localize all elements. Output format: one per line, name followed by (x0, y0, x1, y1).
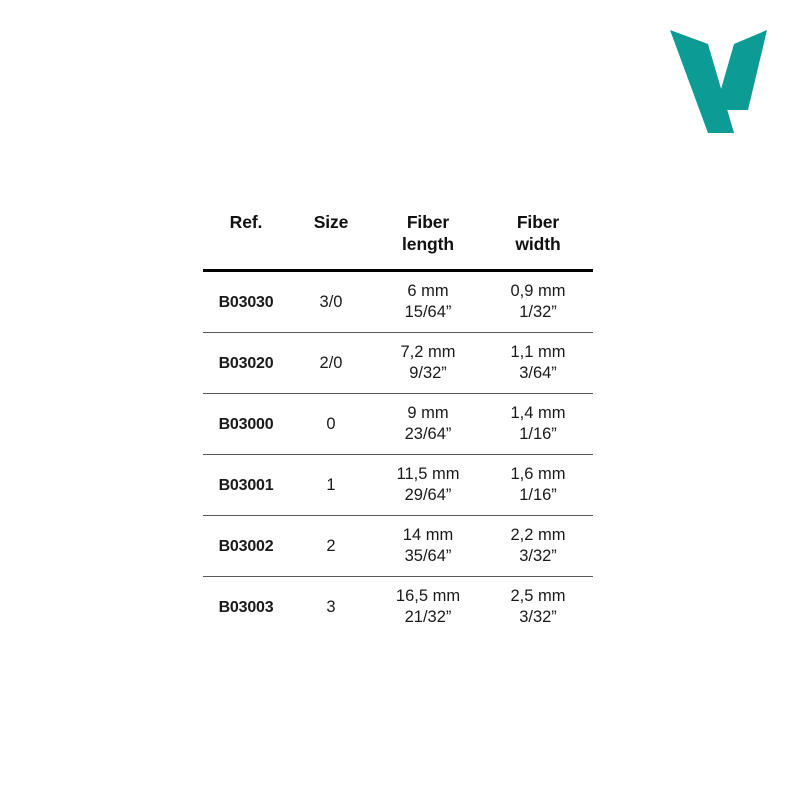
cell-fiber-length: 11,5 mm 29/64” (373, 455, 483, 516)
column-header-fiber-length-line1: Fiber (406, 212, 450, 232)
column-header-fiber-width-line1: Fiber (516, 212, 560, 232)
cell-fiber-length: 9 mm 23/64” (373, 394, 483, 455)
cell-fiber-width: 1,4 mm 1/16” (483, 394, 593, 455)
fiber-length-inch: 35/64” (404, 547, 452, 565)
column-header-fiber-width: Fiber width (483, 203, 593, 271)
fiber-width-mm: 1,6 mm (510, 465, 566, 483)
fiber-length-mm: 9 mm (407, 404, 449, 422)
cell-fiber-length: 16,5 mm 21/32” (373, 577, 483, 638)
cell-fiber-length: 6 mm 15/64” (373, 271, 483, 333)
cell-size: 0 (326, 414, 336, 433)
fiber-length-mm: 14 mm (402, 526, 454, 544)
column-header-ref: Ref. (203, 203, 289, 271)
cell-fiber-length: 7,2 mm 9/32” (373, 333, 483, 394)
logo-v-icon (670, 30, 767, 133)
column-header-size: Size (289, 203, 373, 271)
fiber-length-inch: 23/64” (404, 425, 452, 443)
column-header-ref-line1: Ref. (229, 212, 263, 232)
cell-fiber-width: 1,1 mm 3/64” (483, 333, 593, 394)
cell-fiber-width: 2,5 mm 3/32” (483, 577, 593, 638)
fiber-width-mm: 1,1 mm (510, 343, 566, 361)
fiber-width-mm: 2,2 mm (510, 526, 566, 544)
table-header: Ref. Size Fiber length Fiber width (203, 203, 593, 271)
brand-logo (664, 26, 776, 136)
fiber-length-mm: 11,5 mm (396, 465, 460, 483)
column-header-fiber-width-line2: width (515, 234, 561, 254)
table-row: B03030 3/0 6 mm 15/64” 0,9 mm 1/32” (203, 271, 593, 333)
logo-right-stroke (715, 30, 767, 110)
table-body: B03030 3/0 6 mm 15/64” 0,9 mm 1/32” B030… (203, 271, 593, 638)
fiber-spec-table-container: Ref. Size Fiber length Fiber width B0303… (203, 203, 593, 637)
table-row: B03003 3 16,5 mm 21/32” 2,5 mm 3/32” (203, 577, 593, 638)
fiber-length-inch: 15/64” (404, 303, 452, 321)
table-row: B03002 2 14 mm 35/64” 2,2 mm 3/32” (203, 516, 593, 577)
cell-ref: B03020 (218, 354, 274, 372)
fiber-width-inch: 3/32” (519, 547, 557, 565)
fiber-length-inch: 21/32” (404, 608, 452, 626)
fiber-width-inch: 1/32” (519, 303, 557, 321)
cell-fiber-width: 1,6 mm 1/16” (483, 455, 593, 516)
fiber-length-mm: 16,5 mm (395, 587, 461, 605)
cell-ref: B03001 (218, 476, 274, 494)
fiber-width-mm: 1,4 mm (510, 404, 566, 422)
column-header-fiber-length-line2: length (402, 234, 454, 254)
fiber-length-mm: 6 mm (407, 282, 449, 300)
column-header-size-line1: Size (313, 212, 349, 232)
fiber-length-inch: 29/64” (404, 486, 452, 504)
cell-ref: B03000 (218, 415, 274, 433)
cell-fiber-length: 14 mm 35/64” (373, 516, 483, 577)
fiber-length-mm: 7,2 mm (400, 343, 456, 361)
cell-fiber-width: 2,2 mm 3/32” (483, 516, 593, 577)
table-row: B03000 0 9 mm 23/64” 1,4 mm 1/16” (203, 394, 593, 455)
table-row: B03020 2/0 7,2 mm 9/32” 1,1 mm 3/64” (203, 333, 593, 394)
cell-ref: B03002 (218, 537, 274, 555)
fiber-width-inch: 3/64” (519, 364, 557, 382)
cell-size: 3 (326, 597, 336, 616)
cell-ref: B03003 (218, 598, 274, 616)
table-row: B03001 1 11,5 mm 29/64” 1,6 mm 1/16” (203, 455, 593, 516)
cell-size: 2/0 (319, 353, 343, 372)
fiber-width-inch: 3/32” (519, 608, 557, 626)
cell-size: 2 (326, 536, 336, 555)
header-row: Ref. Size Fiber length Fiber width (203, 203, 593, 271)
fiber-width-mm: 2,5 mm (510, 587, 566, 605)
cell-size: 3/0 (319, 292, 343, 311)
cell-ref: B03030 (218, 293, 274, 311)
fiber-spec-table: Ref. Size Fiber length Fiber width B0303… (203, 203, 593, 637)
fiber-width-mm: 0,9 mm (510, 282, 566, 300)
fiber-width-inch: 1/16” (519, 425, 557, 443)
fiber-length-inch: 9/32” (409, 364, 447, 382)
cell-fiber-width: 0,9 mm 1/32” (483, 271, 593, 333)
column-header-fiber-length: Fiber length (373, 203, 483, 271)
cell-size: 1 (326, 475, 336, 494)
fiber-width-inch: 1/16” (519, 486, 557, 504)
